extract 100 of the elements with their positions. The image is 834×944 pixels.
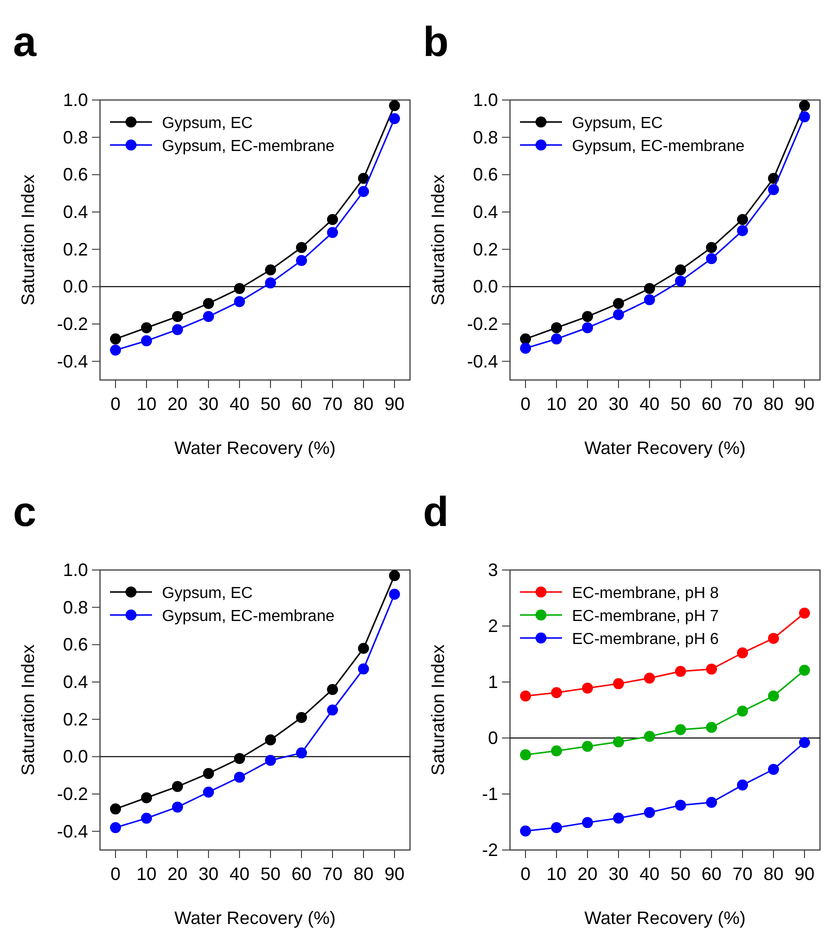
chart-title: a bbox=[13, 18, 37, 65]
y-tick-label: 0.8 bbox=[62, 597, 88, 618]
point bbox=[644, 283, 655, 294]
y-tick-label: -0.4 bbox=[466, 351, 498, 372]
x-tick-label: 10 bbox=[136, 394, 157, 414]
point bbox=[141, 812, 152, 824]
point bbox=[358, 642, 369, 654]
x-tick-label: 80 bbox=[353, 394, 374, 414]
point bbox=[110, 344, 121, 356]
y-tick-label: 0.2 bbox=[62, 239, 88, 260]
point bbox=[520, 342, 531, 354]
x-tick-label: 30 bbox=[198, 864, 219, 884]
point bbox=[551, 322, 562, 334]
x-tick-label: 50 bbox=[670, 394, 691, 414]
point bbox=[582, 311, 593, 322]
point bbox=[110, 822, 121, 834]
point bbox=[203, 311, 214, 322]
x-tick-label: 30 bbox=[608, 864, 629, 884]
x-tick-label: 40 bbox=[229, 394, 250, 414]
x-tick-label: 30 bbox=[608, 394, 629, 414]
point bbox=[389, 100, 400, 112]
y-axis-title: Saturation Index bbox=[18, 174, 38, 306]
point bbox=[675, 724, 686, 736]
point bbox=[737, 225, 748, 236]
x-tick-label: 0 bbox=[110, 394, 121, 414]
point bbox=[234, 296, 245, 308]
point bbox=[737, 214, 748, 225]
point bbox=[675, 276, 686, 287]
point bbox=[358, 663, 369, 674]
legend-label: Gypsum, EC-membrane bbox=[162, 138, 335, 155]
x-tick-label: 10 bbox=[546, 864, 567, 884]
y-tick-label: 1.0 bbox=[62, 560, 88, 580]
y-tick-label: 0.0 bbox=[62, 746, 88, 767]
y-tick-label: 0.6 bbox=[62, 164, 88, 185]
point bbox=[389, 570, 400, 582]
point bbox=[613, 298, 624, 309]
x-tick-label: 10 bbox=[546, 394, 567, 414]
x-tick-label: 90 bbox=[794, 394, 815, 414]
point bbox=[520, 690, 531, 702]
point bbox=[110, 333, 121, 344]
y-tick-label: 1.0 bbox=[472, 90, 498, 110]
x-axis-title: Water Recovery (%) bbox=[584, 438, 746, 458]
x-tick-label: 20 bbox=[167, 394, 188, 414]
x-tick-label: 20 bbox=[577, 394, 598, 414]
point bbox=[613, 736, 624, 748]
point bbox=[234, 772, 245, 783]
x-tick-label: 40 bbox=[229, 864, 250, 884]
point bbox=[172, 802, 183, 813]
y-tick-label: 2 bbox=[488, 616, 498, 636]
x-tick-label: 70 bbox=[322, 394, 343, 414]
x-tick-label: 80 bbox=[763, 394, 784, 414]
point bbox=[706, 664, 717, 675]
point bbox=[737, 780, 748, 791]
point bbox=[358, 186, 369, 197]
point bbox=[265, 734, 276, 746]
y-tick-label: -0.2 bbox=[56, 784, 88, 804]
point bbox=[799, 111, 810, 122]
y-tick-label: -0.4 bbox=[56, 351, 88, 372]
y-axis-title: Saturation Index bbox=[428, 644, 448, 776]
y-tick-label: 0.0 bbox=[472, 276, 498, 297]
point bbox=[520, 333, 531, 344]
point bbox=[520, 825, 531, 836]
chart-title: c bbox=[13, 488, 36, 535]
point bbox=[389, 588, 400, 600]
point bbox=[737, 706, 748, 717]
x-tick-label: 60 bbox=[701, 864, 722, 884]
point bbox=[799, 736, 810, 748]
point bbox=[644, 294, 655, 306]
x-tick-label: 10 bbox=[136, 864, 157, 884]
point bbox=[327, 704, 338, 716]
point bbox=[799, 664, 810, 676]
x-tick-label: 90 bbox=[384, 394, 405, 414]
point bbox=[327, 684, 338, 695]
y-tick-label: 0.8 bbox=[62, 127, 88, 148]
point bbox=[768, 690, 779, 702]
point bbox=[141, 322, 152, 334]
point bbox=[203, 298, 214, 309]
legend-label: Gypsum, EC bbox=[162, 115, 253, 132]
x-tick-label: 50 bbox=[260, 864, 281, 884]
point bbox=[737, 647, 748, 658]
x-tick-label: 90 bbox=[794, 864, 815, 884]
point bbox=[613, 678, 624, 690]
point bbox=[551, 745, 562, 756]
point bbox=[644, 672, 655, 684]
point bbox=[675, 800, 686, 811]
point bbox=[172, 311, 183, 322]
point bbox=[172, 324, 183, 336]
x-tick-label: 50 bbox=[670, 864, 691, 884]
point bbox=[203, 768, 214, 779]
point bbox=[265, 754, 276, 766]
y-tick-label: 0.6 bbox=[472, 164, 498, 185]
legend-label: EC-membrane, pH 7 bbox=[572, 608, 719, 625]
x-axis-title: Water Recovery (%) bbox=[174, 908, 336, 928]
y-tick-label: -1 bbox=[482, 784, 498, 804]
y-axis-title: Saturation Index bbox=[428, 174, 448, 306]
x-tick-label: 0 bbox=[520, 864, 531, 884]
y-tick-label: 0.6 bbox=[62, 634, 88, 655]
point bbox=[172, 781, 183, 792]
point bbox=[551, 333, 562, 344]
point bbox=[296, 712, 307, 723]
